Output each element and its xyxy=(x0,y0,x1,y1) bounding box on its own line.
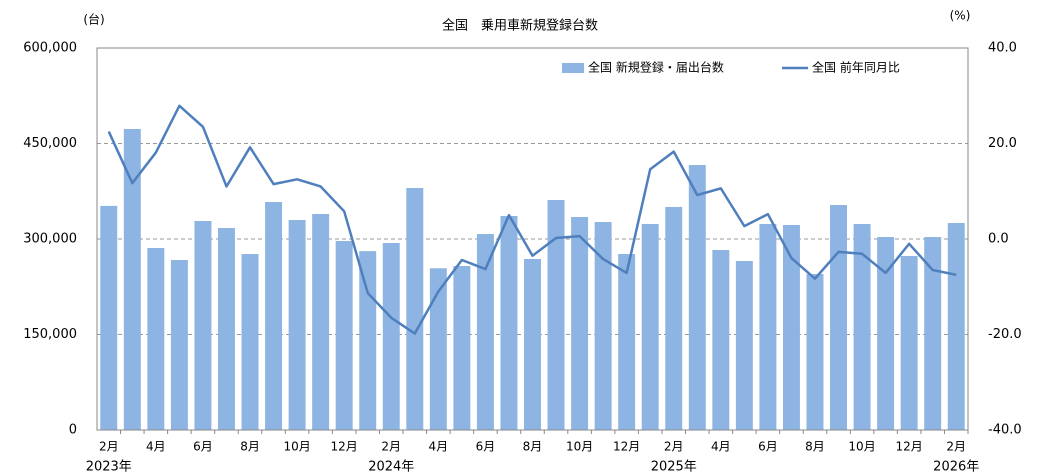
bar xyxy=(217,227,235,430)
bar xyxy=(500,216,518,430)
bar xyxy=(170,260,188,430)
bar xyxy=(147,247,165,430)
bar xyxy=(571,216,589,430)
y2-tick-label: -40.0 xyxy=(988,423,1022,438)
chart-title: 全国 乗用車新規登録台数 xyxy=(442,18,598,34)
year-label: 2026年 xyxy=(933,460,979,475)
bar xyxy=(194,220,212,430)
bar xyxy=(924,237,942,430)
y2-tick-label: -20.0 xyxy=(988,327,1022,342)
x-tick-label: 2月 xyxy=(664,440,684,454)
bar xyxy=(665,206,683,430)
x-tick-label: 2月 xyxy=(381,440,401,454)
legend-bar-swatch xyxy=(562,63,584,73)
bar xyxy=(453,265,471,430)
x-tick-label: 2月 xyxy=(946,440,966,454)
legend-label: 全国 新規登録・届出台数 xyxy=(588,60,724,75)
bar xyxy=(782,224,800,430)
x-tick-label: 6月 xyxy=(758,440,778,454)
bar xyxy=(618,254,636,430)
bar xyxy=(853,223,871,430)
bar xyxy=(312,213,330,430)
bar xyxy=(877,237,895,430)
bar xyxy=(265,202,283,430)
bar xyxy=(241,254,259,430)
y2-unit: (%) xyxy=(950,9,971,23)
bar xyxy=(335,240,353,430)
bar xyxy=(406,188,424,430)
x-tick-label: 4月 xyxy=(429,440,449,454)
x-tick-label: 8月 xyxy=(523,440,543,454)
bar xyxy=(382,243,400,430)
bar xyxy=(100,205,118,430)
bar xyxy=(359,251,377,430)
x-tick-label: 6月 xyxy=(476,440,496,454)
legend-label: 全国 前年同月比 xyxy=(812,60,900,75)
bar xyxy=(712,250,730,430)
bar xyxy=(900,255,918,430)
bar xyxy=(641,223,659,430)
bar xyxy=(288,220,306,430)
bar xyxy=(735,261,753,430)
x-tick-label: 10月 xyxy=(566,440,593,454)
x-tick-label: 8月 xyxy=(805,440,825,454)
bar xyxy=(947,223,965,430)
x-tick-label: 10月 xyxy=(848,440,875,454)
x-tick-label: 12月 xyxy=(331,440,358,454)
bar xyxy=(476,234,494,430)
y-tick-label: 0 xyxy=(69,423,77,438)
bar xyxy=(806,274,824,430)
bar xyxy=(830,205,848,430)
year-label: 2025年 xyxy=(651,460,697,475)
year-label: 2024年 xyxy=(368,460,414,475)
x-tick-label: 10月 xyxy=(283,440,310,454)
x-tick-label: 6月 xyxy=(193,440,213,454)
x-tick-label: 12月 xyxy=(896,440,923,454)
y-tick-label: 600,000 xyxy=(23,41,77,56)
y2-tick-label: 40.0 xyxy=(988,41,1017,56)
x-tick-label: 2月 xyxy=(99,440,119,454)
bar xyxy=(123,128,141,430)
line xyxy=(107,104,957,335)
x-tick-label: 8月 xyxy=(240,440,260,454)
bar xyxy=(524,258,541,430)
y-unit: (台) xyxy=(83,12,104,27)
y2-tick-label: 0.0 xyxy=(988,232,1009,247)
y2-tick-label: 20.0 xyxy=(988,136,1017,151)
bar xyxy=(594,222,612,430)
y-tick-label: 300,000 xyxy=(23,232,77,247)
year-label: 2023年 xyxy=(86,460,132,475)
plot-frame xyxy=(96,47,969,431)
bar xyxy=(429,268,447,430)
bar xyxy=(547,199,565,430)
x-tick-label: 12月 xyxy=(613,440,640,454)
bar xyxy=(688,165,706,430)
y-tick-label: 450,000 xyxy=(23,136,77,151)
x-tick-label: 4月 xyxy=(146,440,166,454)
bar xyxy=(759,223,777,430)
y-tick-label: 150,000 xyxy=(23,327,77,342)
x-tick-label: 4月 xyxy=(711,440,731,454)
